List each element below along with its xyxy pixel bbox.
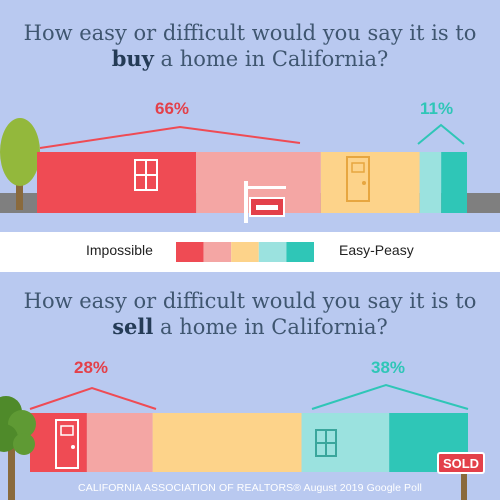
sell-bar-segment-4	[301, 413, 390, 472]
door-icon	[55, 419, 79, 469]
source-footer: CALIFORNIA ASSOCIATION OF REALTORS® Augu…	[78, 482, 422, 494]
difficult-roof-line	[29, 386, 157, 410]
sell-question-panel: How easy or difficult would you say it i…	[0, 272, 500, 500]
sell-question-title: How easy or difficult would you say it i…	[0, 288, 500, 340]
buy-question-title: How easy or difficult would you say it i…	[0, 20, 500, 72]
buy-bar-segment-5	[441, 152, 467, 213]
sell-title-text: How easy or difficult would you say it i…	[23, 289, 477, 313]
tree-trunk	[8, 442, 15, 500]
window-icon	[134, 159, 158, 191]
easy-roof-line	[311, 383, 469, 410]
legend-swatch-4	[258, 242, 287, 262]
buy-title-text: How easy or difficult would you say it i…	[23, 21, 477, 45]
legend-swatch-2	[203, 242, 232, 262]
legend-swatch-1	[176, 242, 204, 262]
buy-easy-percent: 11%	[420, 99, 454, 118]
legend-label-easy: Easy-Peasy	[339, 242, 414, 258]
tree-icon	[0, 118, 40, 186]
difficult-roof-line	[39, 125, 301, 149]
buy-bar-segment-4	[419, 152, 442, 213]
door-icon	[346, 156, 370, 202]
easy-roof-line	[417, 123, 465, 145]
sell-title-text-end: a home in California?	[153, 315, 388, 339]
sell-house-illustration: SOLD	[0, 383, 485, 500]
sell-title-emphasis: sell	[112, 314, 154, 339]
buy-title-emphasis: buy	[111, 46, 154, 71]
buy-bar-segment-1	[37, 152, 197, 213]
buy-title-text-end: a home in California?	[153, 47, 389, 71]
buy-bar-segment-3	[320, 152, 420, 213]
tree-icon	[0, 396, 36, 455]
legend-label-impossible: Impossible	[86, 242, 153, 258]
legend-swatch-3	[231, 242, 259, 262]
sold-sign-icon	[437, 452, 485, 474]
for-sale-sign-icon	[244, 181, 286, 223]
buy-difficult-percent: 66%	[155, 99, 190, 118]
sell-difficult-percent: 28%	[74, 358, 109, 377]
window-icon	[315, 429, 337, 457]
sold-sign-text: SOLD	[443, 456, 479, 471]
sell-bar-segment-2	[86, 413, 153, 472]
buy-house-illustration	[0, 118, 500, 223]
legend-scale	[176, 242, 314, 262]
buy-question-panel: How easy or difficult would you say it i…	[0, 0, 500, 232]
sell-easy-percent: 38%	[371, 358, 406, 377]
legend-swatch-5	[286, 242, 314, 262]
legend: Impossible Easy-Peasy	[0, 232, 500, 272]
sell-bar-segment-3	[152, 413, 302, 472]
sold-sign-post	[461, 462, 467, 500]
